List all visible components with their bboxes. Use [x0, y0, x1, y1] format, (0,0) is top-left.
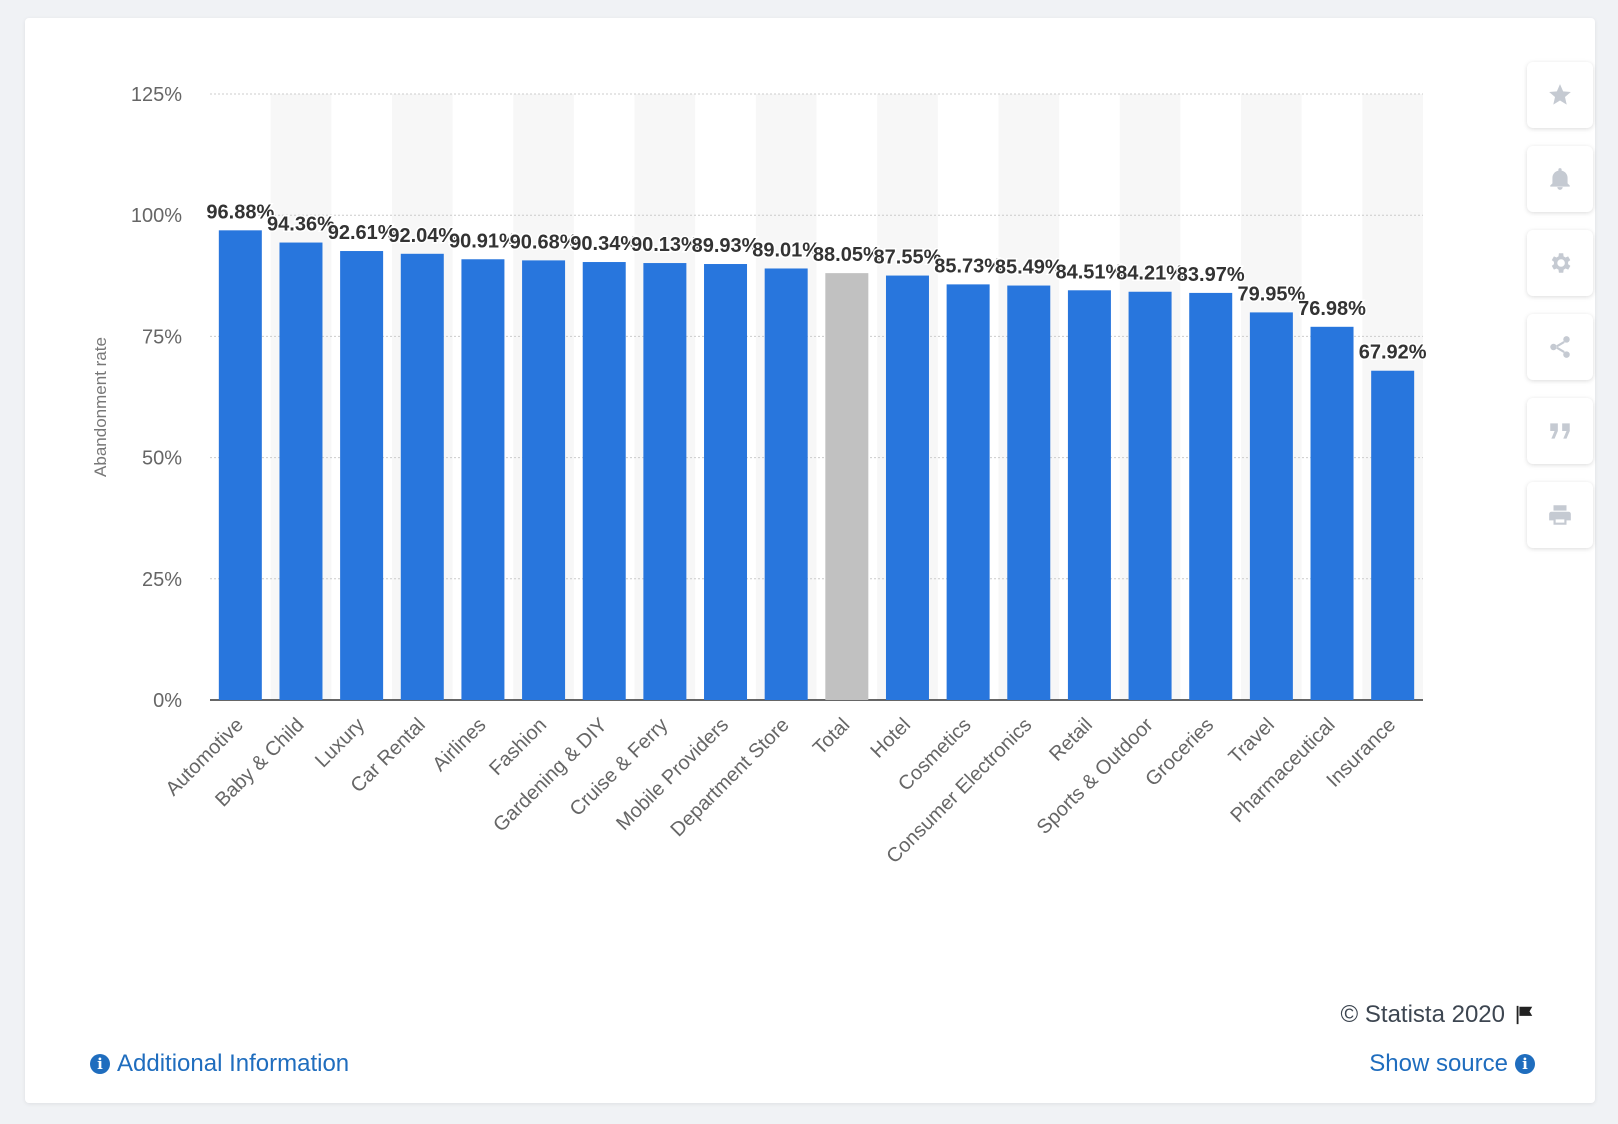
show-source-label: Show source	[1369, 1050, 1508, 1077]
data-label: 88.05%	[813, 244, 881, 266]
bar[interactable]	[825, 273, 869, 700]
data-label: 83.97%	[1177, 264, 1245, 286]
bar[interactable]	[1310, 326, 1354, 700]
bar[interactable]	[279, 242, 323, 700]
bar[interactable]	[643, 263, 687, 700]
data-label: 85.73%	[934, 255, 1002, 277]
chart-card: 0% 25% 50% 75% 100% 125% Abandonment rate 96.88…	[25, 18, 1595, 1103]
info-icon: i	[1515, 1054, 1535, 1074]
data-label: 90.91%	[449, 230, 517, 252]
gear-icon	[1551, 253, 1571, 273]
print-button[interactable]	[1527, 482, 1593, 548]
x-tick-label: Department Store	[667, 714, 794, 841]
bar[interactable]	[1249, 312, 1293, 700]
print-icon	[1549, 505, 1571, 525]
bar[interactable]	[946, 284, 990, 700]
share-button[interactable]	[1527, 314, 1593, 380]
data-label: 67.92%	[1359, 342, 1427, 364]
show-source-link[interactable]: Show source i	[1369, 1050, 1535, 1078]
bar[interactable]	[764, 268, 808, 700]
x-tick-label: Pharmaceutical	[1227, 714, 1340, 827]
share-icon	[1550, 336, 1570, 358]
x-tick-label: Total	[809, 714, 854, 759]
bar[interactable]	[1371, 370, 1415, 700]
settings-button[interactable]	[1527, 230, 1593, 296]
x-tick-label: Airlines	[429, 714, 491, 776]
bell-icon	[1550, 168, 1570, 190]
bar[interactable]	[1189, 292, 1233, 700]
data-label: 89.01%	[752, 239, 820, 261]
bar[interactable]	[704, 264, 748, 700]
data-label: 84.51%	[1056, 261, 1124, 283]
y-tick-label: 100%	[131, 205, 182, 227]
bar[interactable]	[522, 260, 566, 700]
data-label: 96.88%	[206, 201, 274, 223]
additional-information-link[interactable]: i Additional Information	[90, 1050, 349, 1078]
x-tick-label: Travel	[1225, 714, 1279, 768]
y-axis-title: Abandonment rate	[91, 337, 110, 477]
data-label: 87.55%	[874, 247, 942, 269]
y-tick-label: 0%	[153, 690, 182, 712]
chart-toolbar	[1527, 62, 1595, 566]
data-label: 79.95%	[1237, 283, 1305, 305]
data-label: 84.21%	[1116, 263, 1184, 285]
bar[interactable]	[582, 262, 626, 700]
bar[interactable]	[1067, 290, 1111, 700]
data-label: 90.13%	[631, 234, 699, 256]
x-tick-label: Retail	[1045, 714, 1097, 766]
x-tick-label: Hotel	[866, 714, 915, 763]
y-tick-label: 125%	[131, 84, 182, 106]
data-label: 89.93%	[692, 235, 760, 257]
bar[interactable]	[885, 275, 929, 700]
star-icon	[1549, 84, 1571, 105]
favorite-button[interactable]	[1527, 62, 1593, 128]
bar[interactable]	[1128, 291, 1172, 700]
bar[interactable]	[218, 230, 262, 701]
cite-button[interactable]	[1527, 398, 1593, 464]
y-tick-label: 75%	[142, 326, 182, 348]
bar[interactable]	[400, 253, 444, 700]
bar[interactable]	[461, 259, 505, 700]
x-tick-label: Luxury	[311, 714, 369, 772]
additional-information-label: Additional Information	[117, 1050, 350, 1077]
data-label: 94.36%	[267, 214, 335, 236]
x-tick-label: Mobile Providers	[612, 714, 733, 835]
y-tick-label: 50%	[142, 448, 182, 470]
info-icon: i	[90, 1054, 110, 1074]
data-label: 90.68%	[510, 231, 578, 253]
x-tick-label: Sports & Outdoor	[1033, 714, 1158, 839]
data-label: 92.61%	[328, 222, 396, 244]
data-label: 92.04%	[388, 225, 456, 247]
data-label: 76.98%	[1298, 298, 1366, 320]
bar[interactable]	[1007, 285, 1051, 700]
bar-chart: 0% 25% 50% 75% 100% 125% Abandonment rate 96.88…	[91, 84, 1428, 868]
data-label: 85.49%	[995, 257, 1063, 279]
flag-icon[interactable]	[1513, 1004, 1535, 1026]
copyright-notice: © Statista 2020	[1341, 1001, 1535, 1029]
x-tick-label: Gardening & DIY	[489, 714, 611, 836]
notification-button[interactable]	[1527, 146, 1593, 212]
bar[interactable]	[340, 251, 384, 700]
quote-icon	[1550, 423, 1570, 439]
copyright-text: © Statista 2020	[1340, 1001, 1505, 1028]
y-tick-label: 25%	[142, 569, 182, 591]
data-label: 90.34%	[570, 233, 638, 255]
